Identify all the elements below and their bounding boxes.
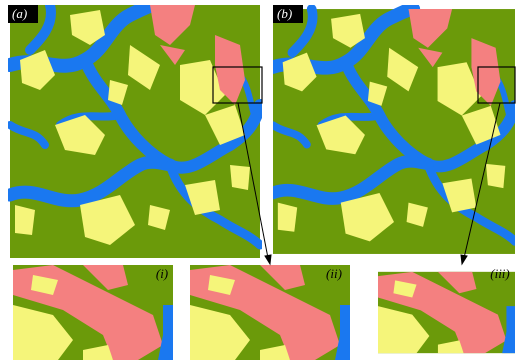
panel-label: (b): [277, 6, 292, 21]
zoom-ii: (ii): [190, 265, 350, 360]
zoom-label: (ii): [326, 266, 342, 281]
zoom-iii: (iii): [378, 266, 515, 353]
panel-a: (a): [8, 5, 262, 258]
panel-label: (a): [12, 6, 27, 21]
figure: (a) (b) (i) (ii) (iii): [0, 0, 520, 360]
panel-b: (b): [273, 5, 515, 254]
zoom-label: (i): [156, 266, 168, 281]
zoom-i: (i): [13, 265, 173, 360]
zoom-label: (iii): [490, 266, 510, 281]
